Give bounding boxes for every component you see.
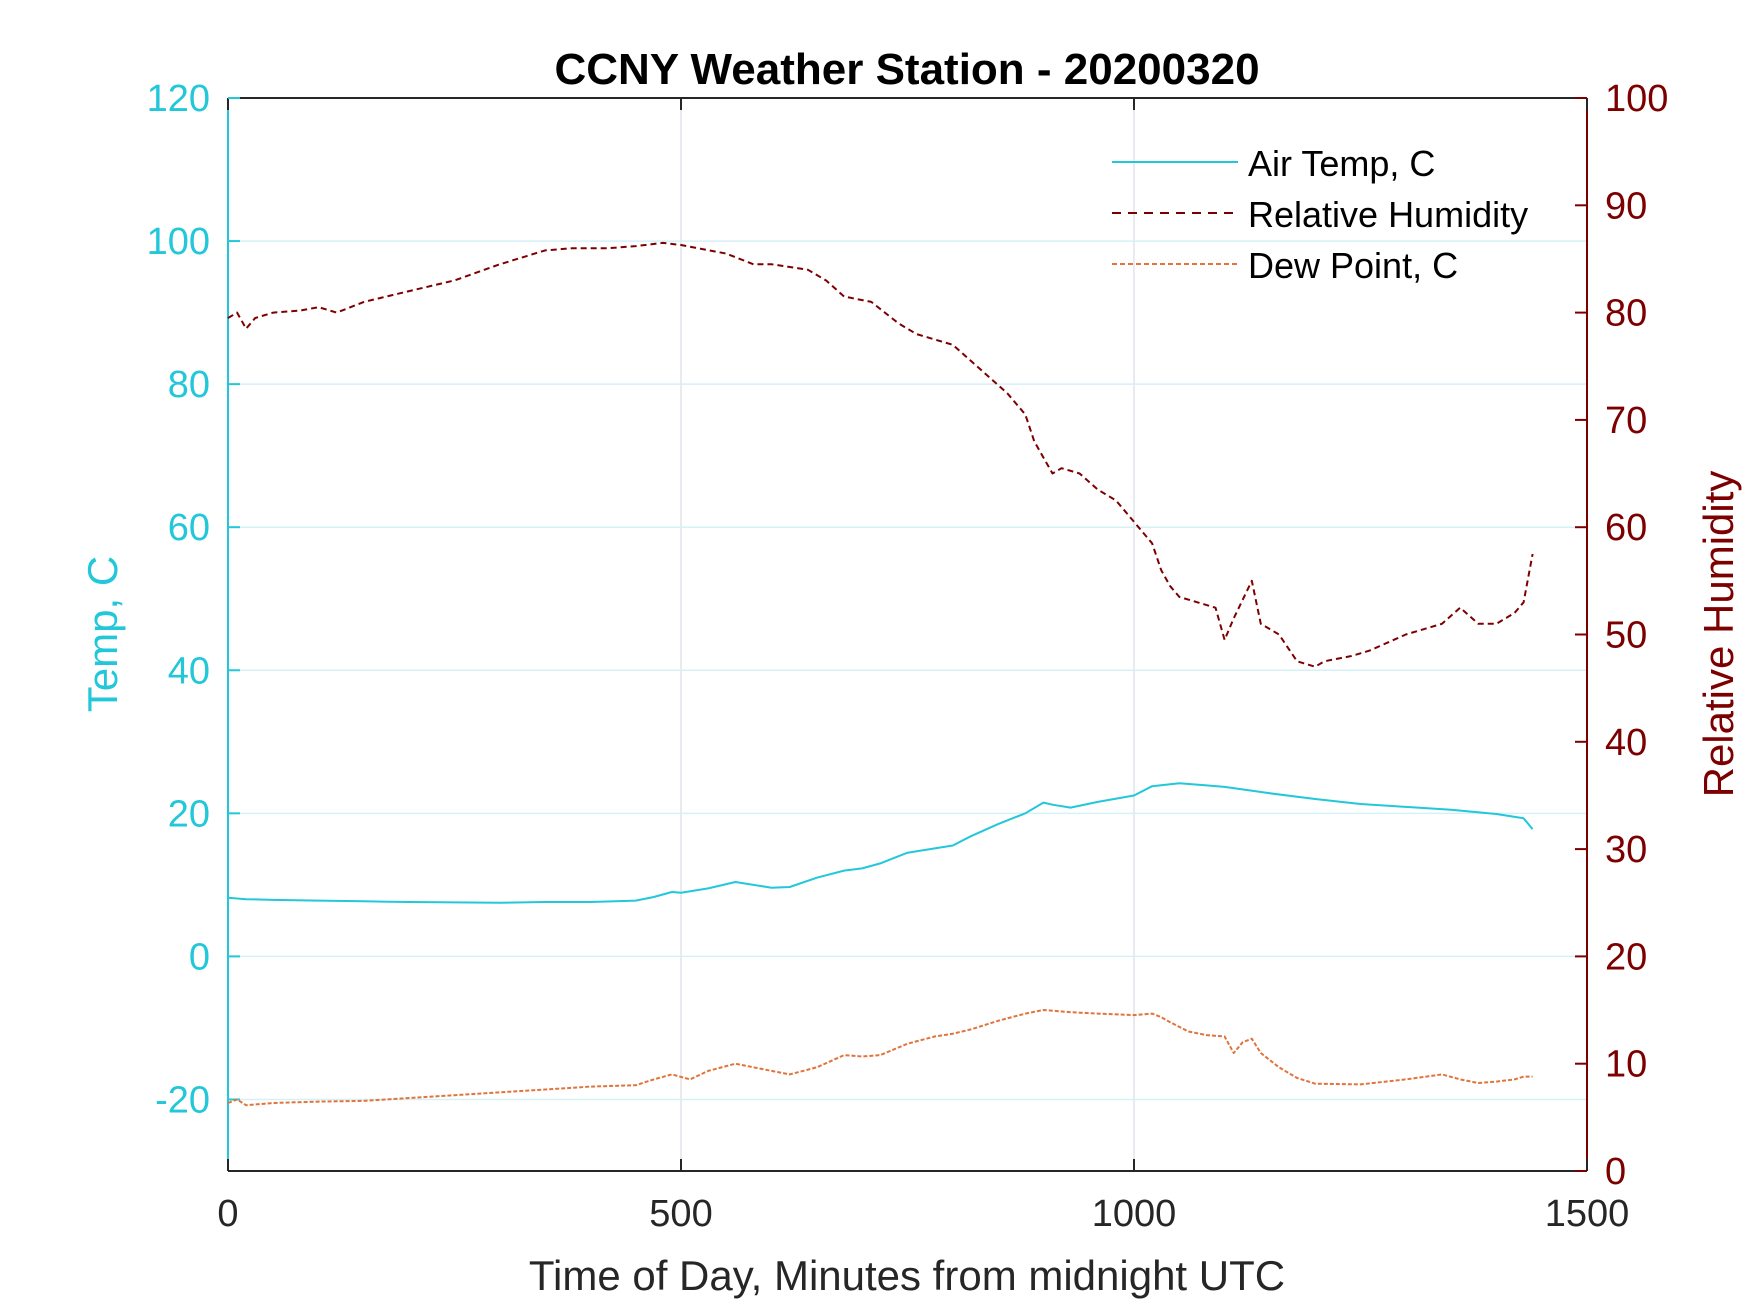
left-y-tick-label: 100 bbox=[147, 221, 210, 263]
left-y-tick-label: 20 bbox=[168, 793, 210, 835]
legend-label-dew-point: Dew Point, C bbox=[1248, 245, 1458, 286]
legend: Air Temp, C Relative Humidity Dew Point,… bbox=[1112, 143, 1528, 286]
right-y-tick-label: 80 bbox=[1605, 293, 1647, 335]
chart-title: CCNY Weather Station - 20200320 bbox=[554, 45, 1259, 94]
series-line-humidity bbox=[227, 241, 1534, 668]
x-tick-label: 1500 bbox=[1545, 1193, 1630, 1235]
left-y-tick-label: 60 bbox=[168, 507, 210, 549]
right-y-tick-label: 60 bbox=[1605, 507, 1647, 549]
left-y-axis-label: Temp, C bbox=[79, 556, 126, 712]
series-line-air-temp bbox=[227, 782, 1534, 904]
right-y-tick-label: 70 bbox=[1605, 400, 1647, 442]
x-tick-label: 0 bbox=[217, 1193, 238, 1235]
right-y-axis-label: Relative Humidity bbox=[1695, 471, 1742, 798]
left-y-tick-label: 120 bbox=[147, 78, 210, 120]
right-y-tick-label: 100 bbox=[1605, 78, 1668, 120]
left-y-tick-label: -20 bbox=[155, 1079, 210, 1121]
right-y-tick-label: 50 bbox=[1605, 615, 1647, 657]
right-y-tick-label: 20 bbox=[1605, 936, 1647, 978]
ticks-layer: 0 500 1000 1500 -20 0 20 40 60 80 100 120 0 10 20 30 40 5… bbox=[147, 78, 1669, 1235]
x-tick-label: 1000 bbox=[1092, 1193, 1177, 1235]
series-layer bbox=[227, 241, 1534, 1107]
legend-label-humidity: Relative Humidity bbox=[1248, 194, 1528, 235]
legend-label-air-temp: Air Temp, C bbox=[1248, 143, 1435, 184]
right-y-tick-label: 90 bbox=[1605, 185, 1647, 227]
left-y-tick-label: 0 bbox=[189, 936, 210, 978]
right-y-tick-label: 30 bbox=[1605, 829, 1647, 871]
right-y-tick-label: 0 bbox=[1605, 1151, 1626, 1193]
left-y-tick-label: 80 bbox=[168, 364, 210, 406]
series-line-dew-point bbox=[227, 1009, 1533, 1107]
grid-layer bbox=[228, 98, 1587, 1171]
right-y-tick-label: 10 bbox=[1605, 1044, 1647, 1086]
x-tick-label: 500 bbox=[649, 1193, 712, 1235]
right-y-tick-label: 40 bbox=[1605, 722, 1647, 764]
x-axis-label: Time of Day, Minutes from midnight UTC bbox=[529, 1252, 1285, 1299]
left-y-tick-label: 40 bbox=[168, 650, 210, 692]
